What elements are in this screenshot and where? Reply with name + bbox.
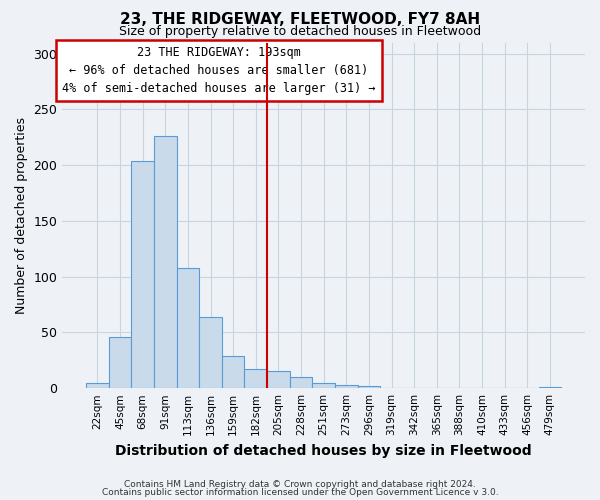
Text: 23, THE RIDGEWAY, FLEETWOOD, FY7 8AH: 23, THE RIDGEWAY, FLEETWOOD, FY7 8AH [120,12,480,28]
Bar [199,317,222,388]
Bar [358,386,380,388]
Text: Contains public sector information licensed under the Open Government Licence v : Contains public sector information licen… [101,488,499,497]
Bar [290,377,313,388]
Bar [539,387,561,388]
Bar [335,385,358,388]
Y-axis label: Number of detached properties: Number of detached properties [15,117,28,314]
Bar [267,372,290,388]
Text: Size of property relative to detached houses in Fleetwood: Size of property relative to detached ho… [119,25,481,38]
Bar [176,268,199,388]
Bar [131,160,154,388]
Bar [86,382,109,388]
X-axis label: Distribution of detached houses by size in Fleetwood: Distribution of detached houses by size … [115,444,532,458]
Bar [154,136,176,388]
Text: Contains HM Land Registry data © Crown copyright and database right 2024.: Contains HM Land Registry data © Crown c… [124,480,476,489]
Bar [222,356,244,388]
Bar [313,382,335,388]
Text: 23 THE RIDGEWAY: 193sqm
← 96% of detached houses are smaller (681)
4% of semi-de: 23 THE RIDGEWAY: 193sqm ← 96% of detache… [62,46,376,95]
Bar [109,337,131,388]
Bar [244,369,267,388]
